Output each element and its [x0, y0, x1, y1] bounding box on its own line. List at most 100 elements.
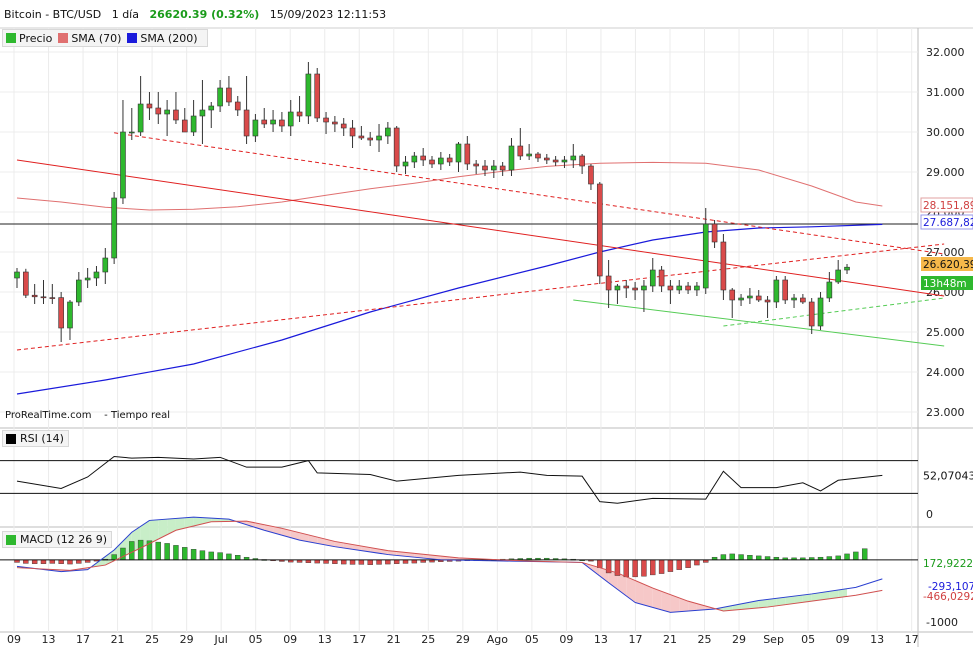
- macd-tick-label: -1000: [926, 616, 958, 629]
- price-tag-sma200: 27.687,82: [923, 217, 973, 229]
- macd-histogram-bar: [359, 560, 364, 565]
- x-tick-label: Jul: [214, 633, 228, 646]
- macd-histogram-bar: [747, 555, 752, 560]
- candle: [315, 68, 320, 122]
- candle-body: [809, 302, 814, 326]
- macd-histogram-bar: [191, 549, 196, 560]
- candle-body: [730, 290, 735, 300]
- candle-body: [129, 132, 134, 133]
- candle-body: [747, 296, 752, 298]
- candle-body: [315, 74, 320, 118]
- candle: [818, 292, 823, 330]
- candle: [112, 192, 117, 264]
- candle: [23, 269, 28, 298]
- macd-histogram-bar: [394, 560, 399, 564]
- candle-body: [774, 280, 779, 302]
- candle-body: [59, 298, 64, 328]
- macd-histogram-bar: [67, 560, 72, 564]
- candle-body: [403, 162, 408, 166]
- candle-body: [756, 296, 761, 300]
- legend-swatch-sma70: [58, 33, 68, 43]
- price-tag-sma70: 28.151,89: [923, 200, 973, 212]
- candle-body: [641, 286, 646, 290]
- x-tick-label: 17: [628, 633, 642, 646]
- candle-body: [792, 298, 797, 300]
- candle-body: [668, 286, 673, 290]
- x-tick-label: 17: [76, 633, 90, 646]
- candle-body: [226, 88, 231, 102]
- macd-histogram-bar: [218, 553, 223, 560]
- candle-body: [818, 298, 823, 326]
- candle-body: [244, 110, 249, 136]
- candle-body: [650, 270, 655, 286]
- macd-histogram-bar: [138, 540, 143, 560]
- candle-body: [571, 156, 576, 160]
- candle-body: [385, 128, 390, 136]
- legend-item-sma200[interactable]: SMA (200): [127, 32, 197, 45]
- x-tick-label: 05: [249, 633, 263, 646]
- rsi-label-box[interactable]: RSI (14): [2, 430, 69, 447]
- candle-body: [306, 74, 311, 116]
- source-name: ProRealTime.com: [5, 410, 91, 421]
- macd-histogram-bar: [350, 560, 355, 565]
- macd-histogram-bar: [32, 560, 37, 564]
- x-tick-label: 17: [352, 633, 366, 646]
- candle-body: [94, 272, 99, 278]
- macd-histogram-bar: [756, 556, 761, 560]
- macd-histogram-bar: [730, 554, 735, 560]
- macd-histogram-bar: [721, 555, 726, 560]
- candle-body: [297, 112, 302, 116]
- x-tick-label: 25: [145, 633, 159, 646]
- candle-body: [518, 146, 523, 156]
- candle-body: [394, 128, 399, 166]
- macd-histogram-bar: [836, 556, 841, 560]
- y-tick-label: 23.000: [926, 406, 965, 419]
- legend-item-price[interactable]: Precio: [6, 32, 52, 45]
- candle-body: [156, 108, 161, 114]
- instrument-name: Bitcoin - BTC/USD: [4, 8, 101, 21]
- source-mode: - Tiempo real: [104, 410, 170, 421]
- chart-header: Bitcoin - BTC/USD 1 día 26620.39 (0.32%)…: [4, 8, 386, 21]
- candle-body: [712, 224, 717, 242]
- price-legend[interactable]: Precio SMA (70) SMA (200): [2, 29, 208, 47]
- macd-histogram-bar: [209, 552, 214, 560]
- x-tick-label: Sep: [763, 633, 784, 646]
- legend-item-sma70[interactable]: SMA (70): [58, 32, 121, 45]
- price-tag-last: 26.620,39: [923, 259, 973, 271]
- macd-histogram-bar: [112, 555, 117, 560]
- price-tag-countdown: 13h48m: [923, 278, 967, 290]
- macd-signal-value: -466,0292: [923, 591, 973, 603]
- macd-histogram-bar: [235, 555, 240, 560]
- candle-body: [209, 106, 214, 110]
- macd-histogram-bar: [165, 543, 170, 559]
- candle-body: [535, 154, 540, 158]
- candle-body: [827, 282, 832, 298]
- candle-body: [67, 302, 72, 328]
- macd-histogram-bar: [853, 552, 858, 560]
- x-tick-label: 09: [836, 633, 850, 646]
- candle-body: [138, 104, 143, 132]
- candle-body: [491, 166, 496, 170]
- rsi-value: 52,07043: [923, 469, 973, 482]
- y-tick-label: 24.000: [926, 366, 965, 379]
- timeframe[interactable]: 1 día: [112, 8, 139, 21]
- macd-histogram-bar: [694, 560, 699, 565]
- candle-body: [677, 286, 682, 290]
- macd-label-box[interactable]: MACD (12 26 9): [2, 531, 112, 548]
- candle-body: [465, 144, 470, 164]
- candle-body: [606, 276, 611, 290]
- candle-body: [500, 166, 505, 170]
- candle-body: [271, 120, 276, 124]
- candle-body: [50, 298, 55, 299]
- candle: [597, 182, 602, 284]
- candle-body: [509, 146, 514, 170]
- x-tick-label: 21: [663, 633, 677, 646]
- candle-body: [23, 272, 28, 295]
- x-tick-label: 29: [732, 633, 746, 646]
- candle-body: [191, 116, 196, 132]
- macd-histogram-bar: [368, 560, 373, 565]
- macd-histogram-bar: [341, 560, 346, 564]
- candle-body: [368, 138, 373, 140]
